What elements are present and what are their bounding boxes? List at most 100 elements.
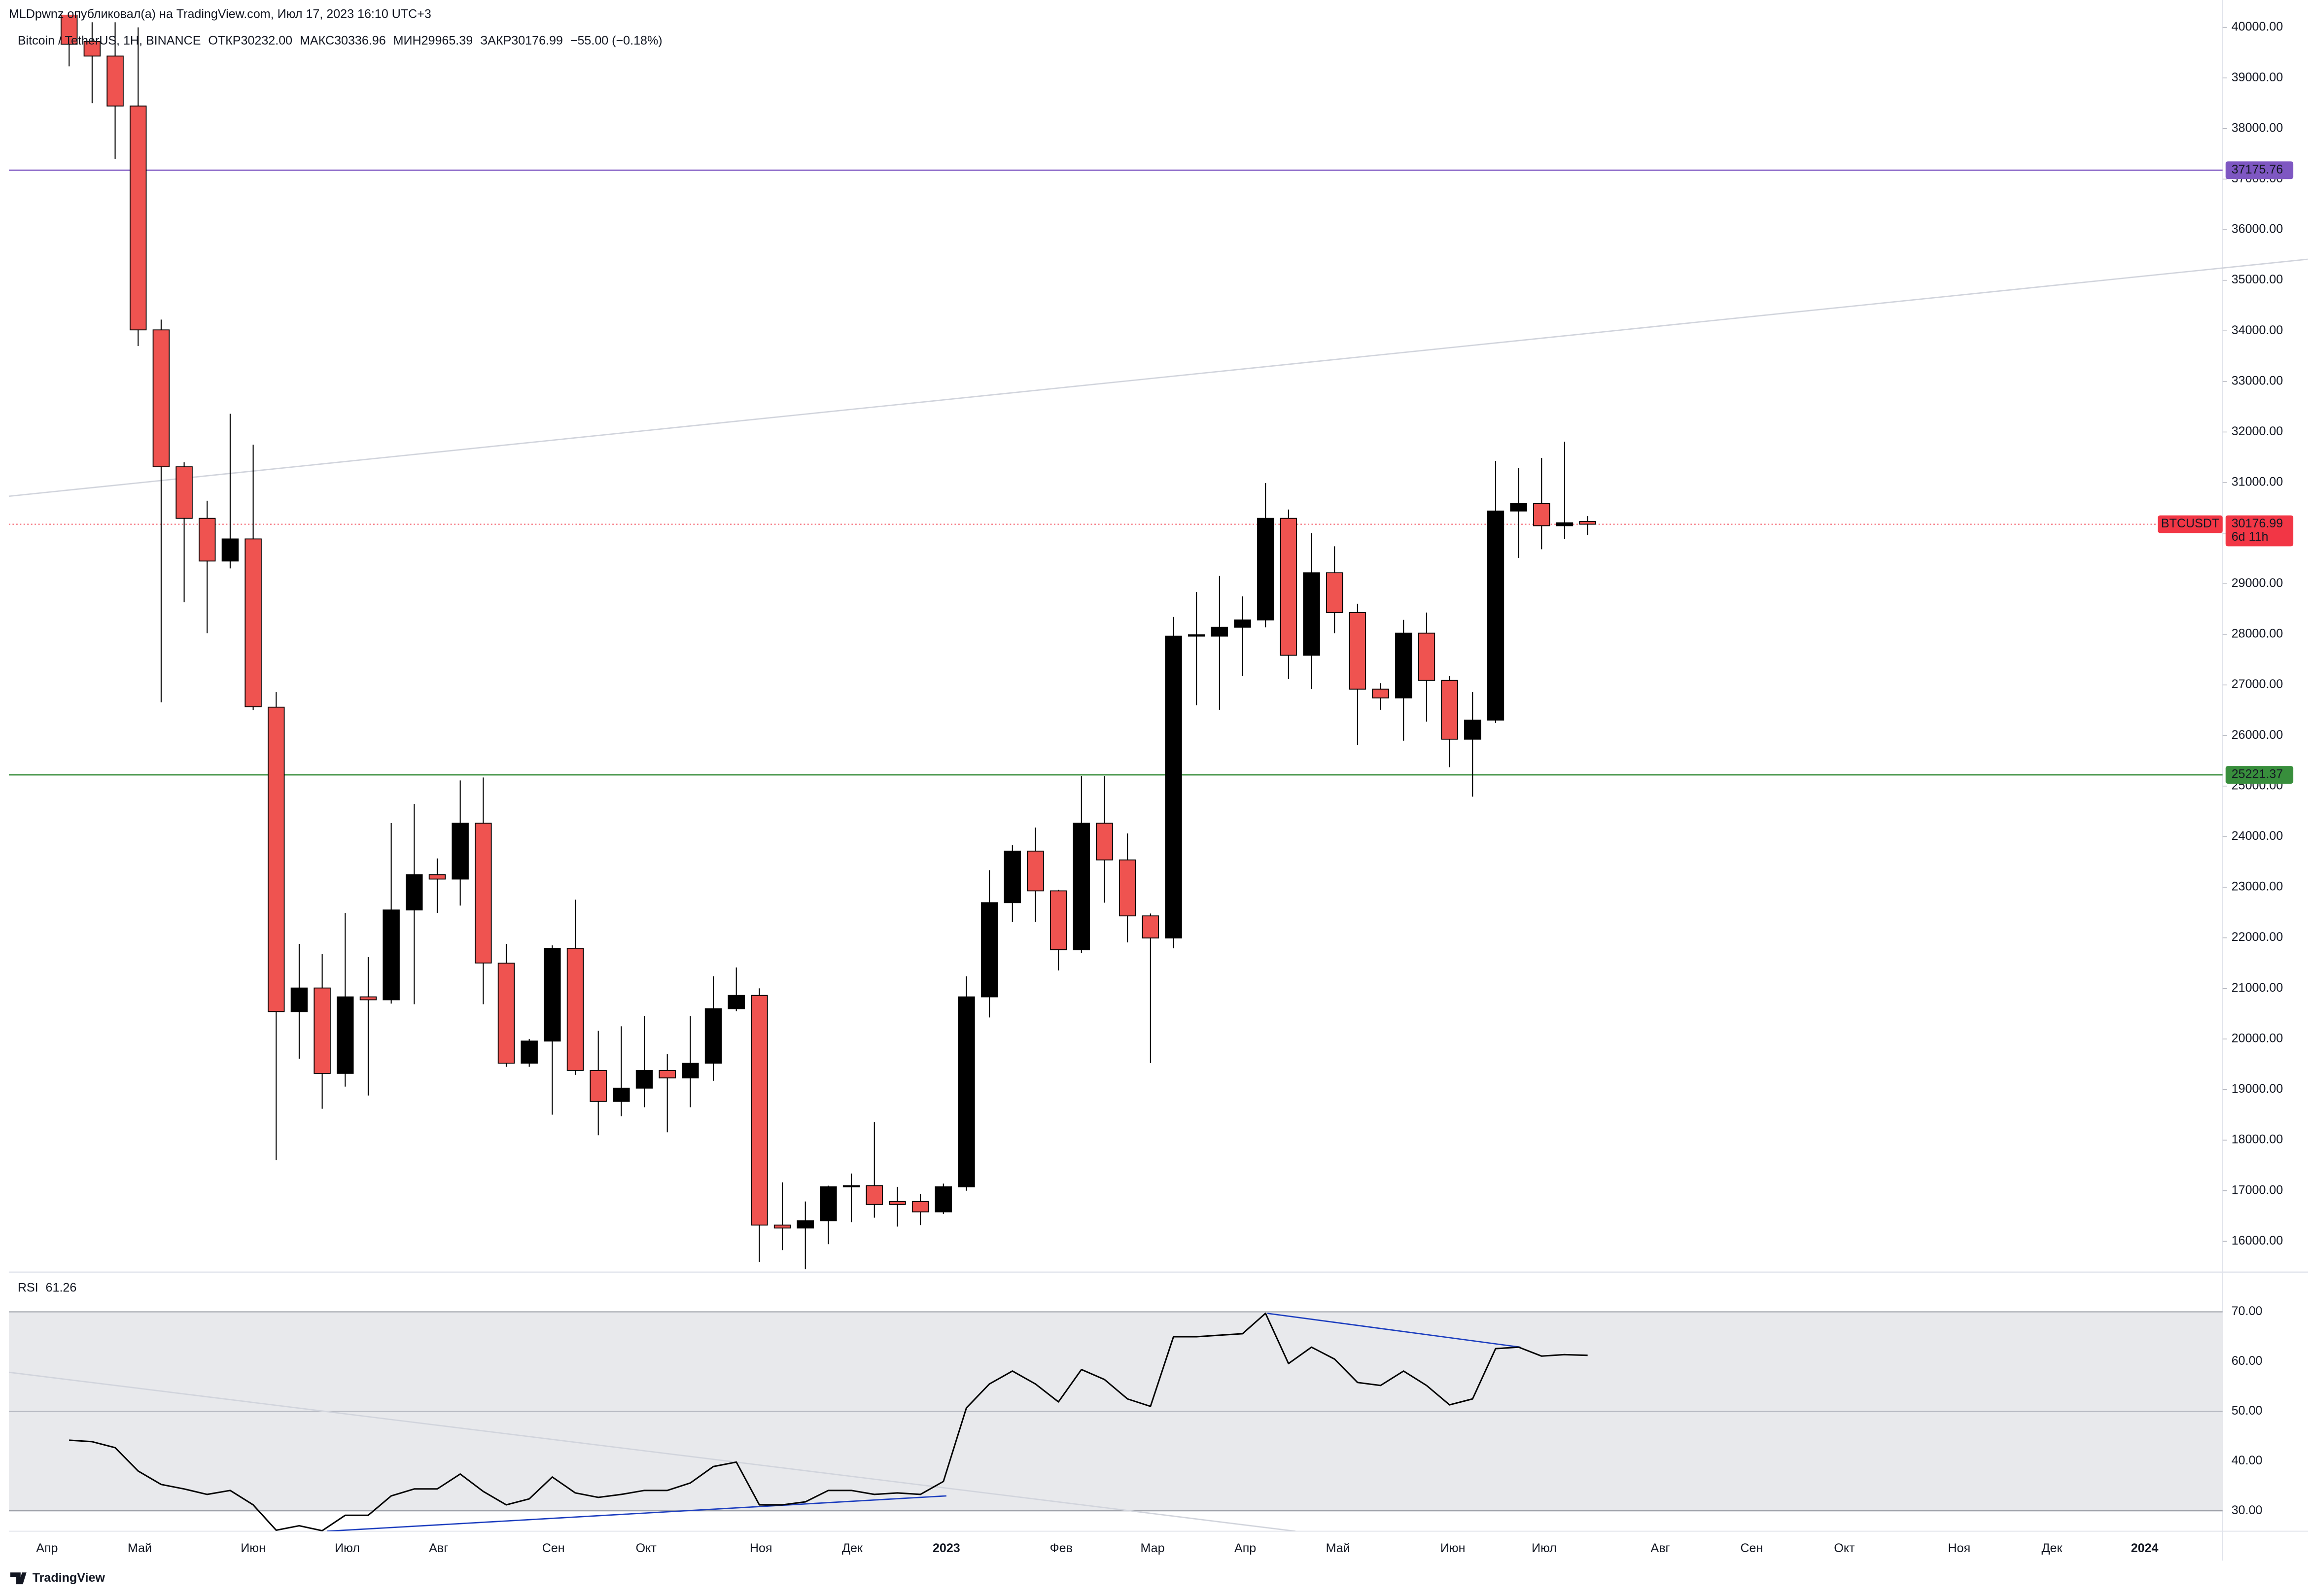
y-tick-label: 33000.00	[2232, 374, 2283, 387]
rsi-name: RSI	[18, 1281, 38, 1294]
y-tick-label: 40000.00	[2232, 20, 2283, 34]
y-tick-label: 19000.00	[2232, 1082, 2283, 1096]
y-tick-label: 36000.00	[2232, 222, 2283, 236]
level-label-box	[2225, 161, 2294, 179]
candle-body	[1395, 632, 1412, 698]
candle-body	[1510, 503, 1527, 512]
candle-body	[1533, 503, 1550, 526]
trend-line	[8, 258, 2308, 497]
candle-body	[958, 996, 975, 1187]
candle-body	[1027, 850, 1044, 892]
candle-body	[1096, 823, 1113, 861]
candle-body	[245, 538, 262, 707]
candle-body	[1004, 850, 1021, 903]
candle-body	[152, 329, 170, 467]
candle-body	[866, 1185, 883, 1205]
candle-body	[1257, 518, 1274, 621]
level-label: 37175.76	[2232, 163, 2283, 176]
candle-body	[83, 40, 101, 57]
publisher-line: MLDpwnz опубликовал(а) на TradingView.co…	[9, 7, 431, 21]
candle-body	[1073, 823, 1090, 950]
candle-body	[659, 1070, 676, 1078]
x-tick-label: Авг	[429, 1541, 448, 1555]
rsi-tick-label: 60.00	[2232, 1354, 2263, 1368]
legend-item: МАКС30336.96	[300, 34, 386, 47]
x-tick-label: 2023	[933, 1541, 960, 1555]
candle-body	[452, 823, 469, 880]
y-tick-label: 31000.00	[2232, 475, 2283, 489]
candle-body	[1556, 522, 1574, 526]
y-tick-label: 22000.00	[2232, 930, 2283, 944]
candle-body	[1142, 915, 1159, 938]
x-tick-label: Ноя	[750, 1541, 772, 1555]
candle-body	[1188, 634, 1205, 637]
candle-body	[1280, 518, 1297, 656]
legend-item: −55.00 (−0.18%)	[570, 34, 663, 47]
candle-body	[544, 947, 561, 1041]
candle-body	[1326, 572, 1343, 613]
candle-body	[521, 1041, 538, 1064]
x-tick-label: Окт	[1834, 1541, 1855, 1555]
price-box	[2225, 515, 2294, 547]
candle-body	[314, 987, 331, 1074]
candle-body	[1487, 510, 1504, 721]
x-tick-label: Фев	[1050, 1541, 1073, 1555]
candle-body	[475, 823, 492, 964]
candle-body	[1579, 520, 1596, 525]
candle-body	[1165, 635, 1182, 938]
candle-body	[1372, 689, 1389, 698]
candle-body	[797, 1220, 814, 1229]
candle-body	[728, 995, 745, 1009]
candle-body	[1464, 719, 1481, 740]
candle-body	[290, 987, 308, 1012]
price-pane	[8, 14, 2223, 1270]
y-tick-label: 28000.00	[2232, 627, 2283, 641]
x-tick-label: Авг	[1651, 1541, 1670, 1555]
candle-body	[1234, 619, 1251, 628]
candle-body	[60, 14, 78, 45]
candle-body	[1349, 612, 1366, 690]
x-tick-label: Июн	[1440, 1541, 1466, 1555]
rsi-value: 61.26	[46, 1281, 77, 1294]
candle-body	[566, 947, 584, 1071]
countdown-label: 6d 11h	[2232, 530, 2269, 544]
rsi-line	[69, 1313, 1588, 1531]
y-tick-label: 20000.00	[2232, 1031, 2283, 1045]
y-tick-label: 27000.00	[2232, 677, 2283, 691]
candle-body	[613, 1087, 630, 1102]
rsi-tick-label: 30.00	[2232, 1503, 2263, 1517]
candle-body	[751, 995, 768, 1226]
candle-body	[428, 874, 446, 880]
y-tick-label: 29000.00	[2232, 576, 2283, 590]
rsi-trend-line	[326, 1495, 946, 1531]
candle-body	[199, 518, 216, 562]
candle-body	[129, 105, 147, 331]
legend-item: Bitcoin / TetherUS, 1Н, BINANCE	[18, 34, 201, 47]
candle-body	[911, 1201, 929, 1213]
candle-body	[1211, 626, 1228, 637]
candle-body	[337, 996, 354, 1074]
x-tick-label: Дек	[2042, 1541, 2063, 1555]
x-tick-label: Май	[1326, 1541, 1350, 1555]
y-tick-label: 38000.00	[2232, 121, 2283, 135]
candle-body	[842, 1185, 860, 1187]
rsi-legend: RSI 61.26	[18, 1281, 76, 1294]
candle-body	[682, 1063, 699, 1078]
x-tick-label: Мар	[1141, 1541, 1165, 1555]
x-tick-label: Ноя	[1948, 1541, 1971, 1555]
y-tick-label: 18000.00	[2232, 1133, 2283, 1146]
candle-body	[406, 874, 423, 911]
candle-body	[175, 466, 193, 519]
y-tick-label: 26000.00	[2232, 728, 2283, 742]
y-tick-label: 34000.00	[2232, 323, 2283, 337]
candle-body	[935, 1186, 952, 1213]
x-tick-label: Апр	[36, 1541, 58, 1555]
rsi-trend-line	[8, 1371, 1296, 1531]
legend-item: ЗАКР30176.99	[480, 34, 563, 47]
y-tick-label: 16000.00	[2232, 1234, 2283, 1248]
candle-body	[1303, 572, 1320, 656]
candle-body	[704, 1008, 722, 1064]
candle-body	[889, 1201, 906, 1205]
candle-body	[1119, 859, 1136, 917]
